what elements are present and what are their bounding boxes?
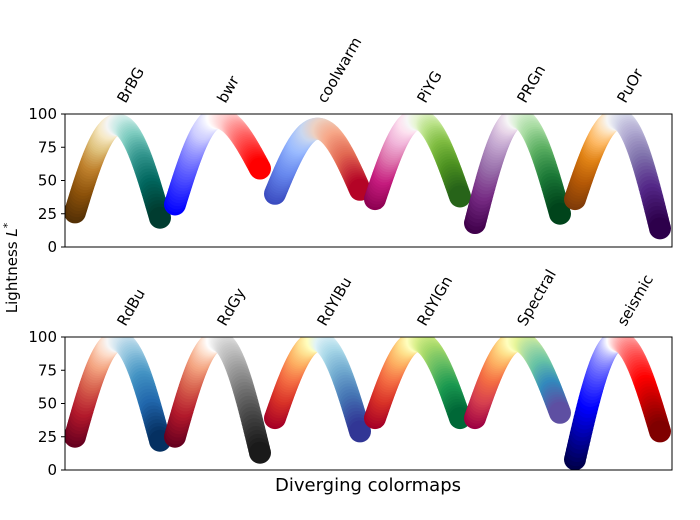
panel-2: RdBu RdGy RdYlBu RdYlGn Spectral seismic 0 25 50… bbox=[28, 266, 673, 479]
series-coolwarm bbox=[264, 117, 371, 205]
colormap-label-RdYlGn: RdYlGn bbox=[413, 273, 456, 329]
y-tick-label: 75 bbox=[38, 138, 57, 156]
series-PRGn bbox=[464, 114, 571, 235]
series-PuOr bbox=[564, 114, 671, 240]
y-tick-label: 50 bbox=[38, 395, 57, 413]
colormap-label-PiYG: PiYG bbox=[413, 68, 445, 106]
y-tick-label: 0 bbox=[47, 238, 57, 256]
point-RdGy bbox=[249, 441, 271, 464]
colormap-curves bbox=[65, 114, 671, 240]
panel-1: BrBG bwr coolwarm PiYG PRGn PuOr 0 25 50 75 100 bbox=[28, 34, 673, 256]
y-tick-label: 25 bbox=[38, 205, 57, 223]
colormap-label-PuOr: PuOr bbox=[613, 65, 647, 106]
series-RdGy bbox=[164, 337, 271, 464]
point-bwr bbox=[249, 157, 271, 180]
x-axis-label: Diverging colormaps bbox=[275, 475, 461, 496]
colormap-label-PRGn: PRGn bbox=[513, 62, 549, 106]
point-seismic bbox=[649, 420, 671, 443]
colormap-label-bwr: bwr bbox=[213, 72, 243, 106]
series-bwr bbox=[164, 114, 271, 216]
point-RdYlBu bbox=[349, 420, 371, 443]
y-tick-label: 100 bbox=[28, 105, 57, 123]
panels: BrBG bwr coolwarm PiYG PRGn PuOr0255075100RdB… bbox=[28, 34, 673, 479]
point-PRGn bbox=[549, 202, 571, 225]
colormap-curves bbox=[65, 337, 671, 470]
colormap-label-RdYlBu: RdYlBu bbox=[313, 274, 355, 329]
series-RdBu bbox=[65, 337, 171, 452]
point-PiYG bbox=[449, 185, 471, 208]
colormap-label-BrBG: BrBG bbox=[113, 64, 148, 106]
y-tick-label: 100 bbox=[28, 328, 57, 346]
point-BrBG bbox=[149, 206, 171, 229]
y-tick-label: 0 bbox=[47, 461, 57, 479]
colormap-label-RdGy: RdGy bbox=[213, 285, 249, 329]
series-BrBG bbox=[65, 114, 171, 229]
y-tick-label: 50 bbox=[38, 172, 57, 190]
point-Spectral bbox=[549, 401, 571, 424]
y-tick-label: 25 bbox=[38, 428, 57, 446]
series-PiYG bbox=[364, 114, 471, 211]
series-RdYlGn bbox=[364, 337, 471, 430]
colormap-label-Spectral: Spectral bbox=[513, 266, 560, 329]
series-RdYlBu bbox=[264, 337, 371, 443]
series-Spectral bbox=[464, 337, 571, 430]
colormap-label-seismic: seismic bbox=[613, 271, 657, 329]
y-tick-label: 75 bbox=[38, 361, 57, 379]
colormap-label-RdBu: RdBu bbox=[113, 286, 148, 329]
series-seismic bbox=[564, 337, 671, 470]
y-axis-label: Lightness L* bbox=[1, 222, 21, 313]
point-PuOr bbox=[649, 217, 671, 240]
colormap-label-coolwarm: coolwarm bbox=[313, 34, 365, 106]
